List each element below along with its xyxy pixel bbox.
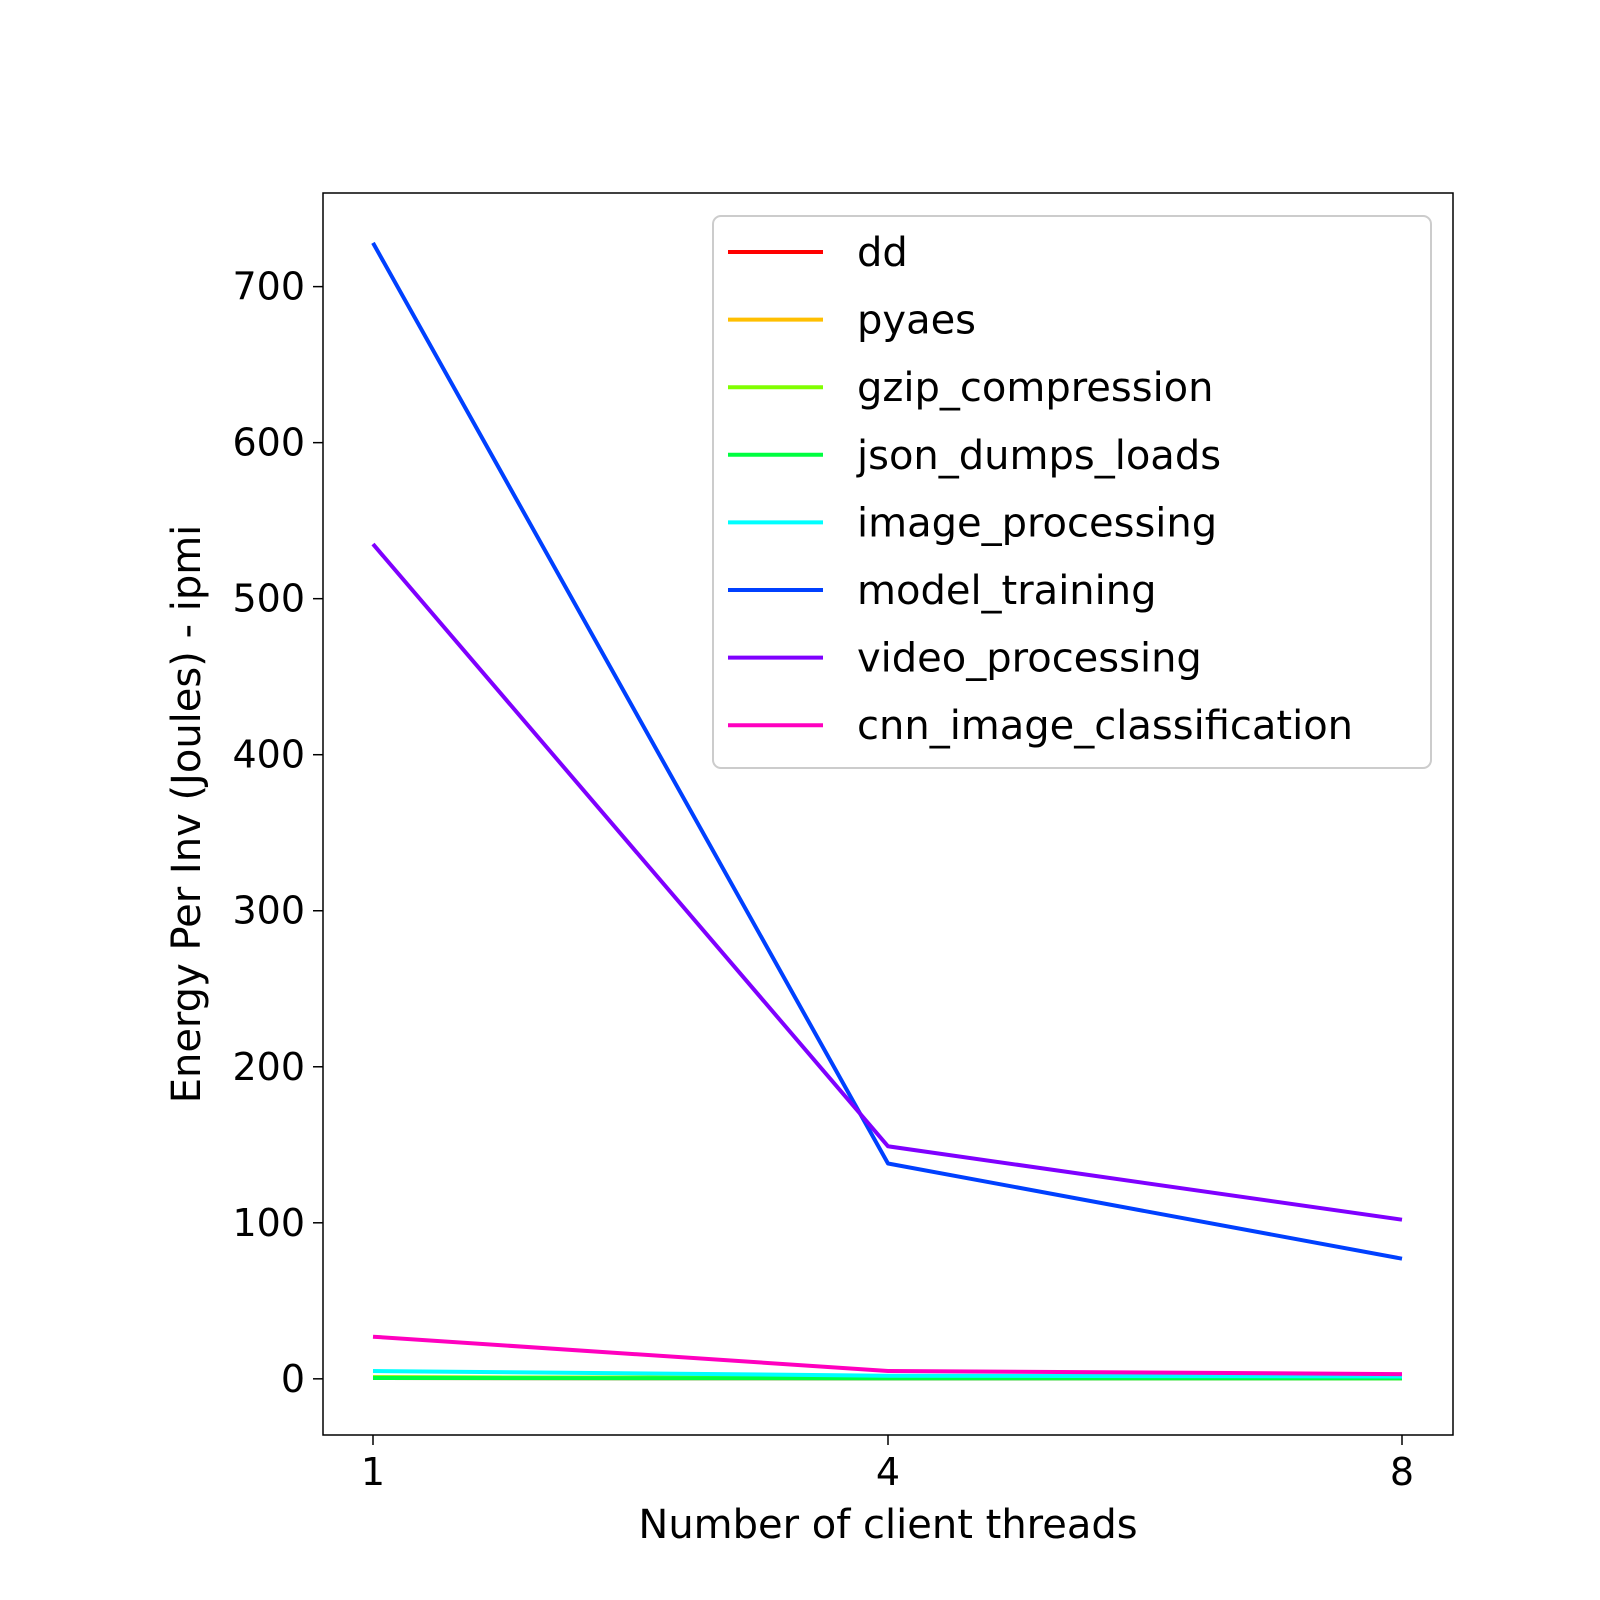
x-tick-label: 1 [361, 1450, 385, 1494]
y-tick-label: 0 [281, 1357, 305, 1401]
legend-label: gzip_compression [857, 365, 1214, 411]
x-tick-label: 4 [876, 1450, 900, 1494]
legend-label: video_processing [857, 636, 1202, 682]
legend-label: pyaes [857, 298, 976, 344]
x-axis: 1 4 8 [361, 1435, 1414, 1494]
y-tick-label: 600 [232, 421, 305, 465]
y-tick-label: 300 [232, 889, 305, 933]
series-line-cnn-image-classification [372, 1334, 1403, 1377]
legend-label: cnn_image_classification [857, 703, 1353, 749]
x-axis-label: Number of client threads [638, 1502, 1137, 1548]
y-tick-label: 500 [232, 577, 305, 621]
y-tick-label: 400 [232, 733, 305, 777]
x-tick-label: 8 [1390, 1450, 1414, 1494]
legend-label: model_training [857, 568, 1157, 614]
y-tick-label: 700 [232, 265, 305, 309]
series-line-model-training [371, 241, 1403, 1261]
series-line-video-processing [371, 542, 1403, 1222]
legend-label: image_processing [857, 500, 1217, 546]
y-axis-label: Energy Per Inv (Joules) - ipmi [164, 525, 210, 1104]
legend-box [712, 215, 1432, 769]
legend: dd pyaes gzip_compression json_dumps_loadsi… [712, 215, 1432, 769]
y-tick-label: 200 [232, 1045, 305, 1089]
series-line-image-processing [372, 1369, 1403, 1379]
series-layer [371, 241, 1403, 1381]
y-tick-label: 100 [232, 1201, 305, 1245]
legend-label: json_dumps_loads [856, 433, 1221, 479]
legend-label: dd [857, 230, 908, 276]
y-axis: 0 100 200 300 400 500 600 700 [232, 265, 323, 1401]
